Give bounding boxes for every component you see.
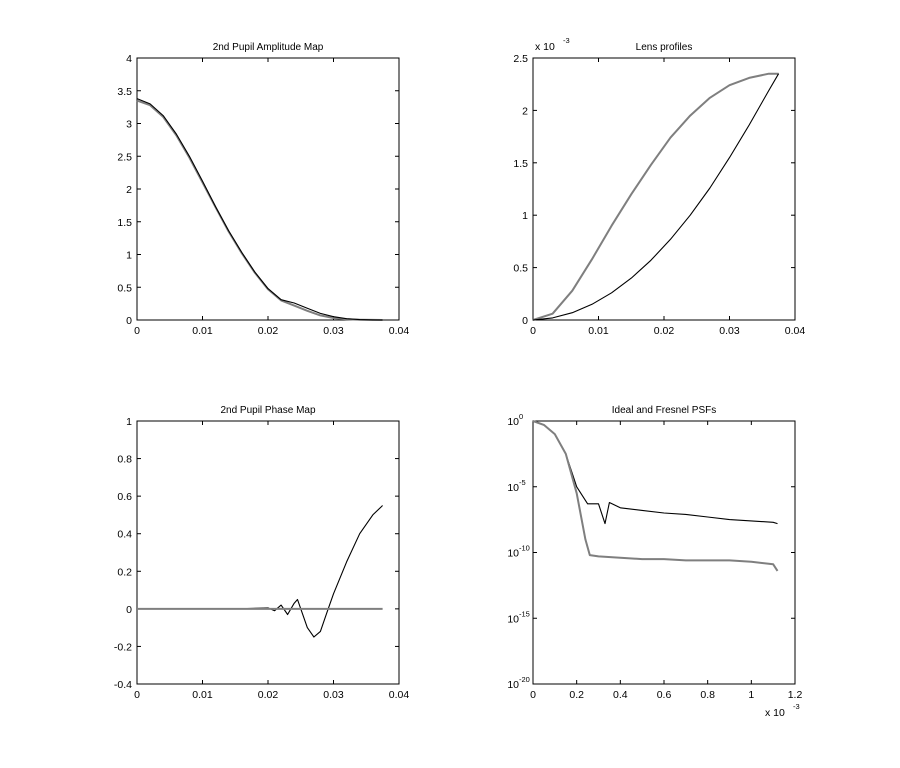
x-tick-label: 0.03 [323, 689, 344, 701]
y-tick-label: 2 [126, 184, 132, 196]
x-tick-label: 0.4 [613, 689, 628, 701]
y-multiplier-exponent: -3 [563, 36, 570, 45]
x-tick-label: 0.04 [389, 689, 410, 701]
y-tick-label: 4 [126, 53, 132, 65]
series-line-2 [532, 73, 780, 321]
x-multiplier-label: x 10 [765, 707, 785, 719]
x-tick-label: 0.04 [785, 325, 806, 337]
x-tick-label: 0.02 [258, 325, 279, 337]
y-tick-label: 0 [126, 315, 132, 327]
y-tick-label: 0.2 [117, 566, 132, 578]
axes-frame [136, 420, 400, 685]
x-tick-label: 0.6 [657, 689, 672, 701]
y-tick-label: 0.4 [117, 529, 132, 541]
y-tick-label: 10 [507, 613, 519, 625]
x-multiplier-exponent: -3 [793, 702, 800, 711]
y-tick-label: 1 [126, 416, 132, 428]
y-tick-exponent: 0 [519, 412, 523, 421]
y-tick-exponent: -5 [519, 478, 526, 487]
y-tick-label: 0.5 [513, 263, 528, 275]
x-tick-label: 0.01 [588, 325, 609, 337]
axes-frame [136, 57, 400, 321]
y-tick-label: 3.5 [117, 86, 132, 98]
series-line-2 [532, 420, 779, 572]
y-tick-label: 2.5 [513, 53, 528, 65]
y-tick-label: 10 [507, 416, 519, 428]
x-tick-label: 0.01 [192, 689, 213, 701]
y-tick-label: 1 [126, 250, 132, 262]
x-tick-label: 0.8 [700, 689, 715, 701]
x-tick-label: 0.02 [258, 689, 279, 701]
y-multiplier-label: x 10 [535, 41, 555, 53]
x-tick-label: 0.02 [654, 325, 675, 337]
chart-3 [136, 420, 400, 685]
y-tick-label: 10 [507, 548, 519, 560]
y-tick-label: 10 [507, 482, 519, 494]
y-tick-exponent: -15 [519, 609, 530, 618]
chart-2 [532, 57, 796, 321]
x-tick-label: 0.03 [719, 325, 740, 337]
x-tick-label: 1 [748, 689, 754, 701]
series-line-2 [136, 98, 383, 321]
chart-title: 2nd Pupil Phase Map [220, 405, 316, 416]
x-tick-label: 0 [530, 689, 536, 701]
chart-title: Ideal and Fresnel PSFs [612, 405, 717, 416]
y-tick-label: -0.4 [114, 679, 132, 691]
x-tick-label: 0.04 [389, 325, 410, 337]
series-line-1 [532, 72, 779, 321]
axes-frame [532, 420, 796, 685]
y-tick-label: 0.5 [117, 282, 132, 294]
y-tick-label: -0.2 [114, 641, 132, 653]
y-tick-label: 10 [507, 679, 519, 691]
chart-title: 2nd Pupil Amplitude Map [213, 42, 324, 53]
y-tick-label: 0.8 [117, 454, 132, 466]
y-tick-label: 1.5 [513, 158, 528, 170]
y-tick-exponent: -10 [519, 544, 530, 553]
axes-frame [532, 57, 796, 321]
chart-4 [532, 420, 796, 685]
y-tick-label: 3 [126, 119, 132, 131]
y-tick-label: 0.6 [117, 491, 132, 503]
x-tick-label: 1.2 [788, 689, 803, 701]
y-tick-label: 1 [522, 210, 528, 222]
y-tick-exponent: -20 [519, 675, 530, 684]
series-line-1 [137, 505, 383, 638]
chart-title: Lens profiles [636, 42, 693, 53]
y-tick-label: 0 [522, 315, 528, 327]
y-tick-label: 2.5 [117, 151, 132, 163]
y-tick-label: 2 [522, 105, 528, 117]
x-tick-label: 0.2 [569, 689, 584, 701]
series-line-1 [136, 99, 383, 321]
x-tick-label: 0.01 [192, 325, 213, 337]
chart-1 [136, 57, 400, 321]
x-tick-label: 0 [134, 689, 140, 701]
x-tick-label: 0 [530, 325, 536, 337]
x-tick-label: 0 [134, 325, 140, 337]
x-tick-label: 0.03 [323, 325, 344, 337]
series-line-1 [532, 420, 778, 525]
y-tick-label: 1.5 [117, 217, 132, 229]
y-tick-label: 0 [126, 604, 132, 616]
